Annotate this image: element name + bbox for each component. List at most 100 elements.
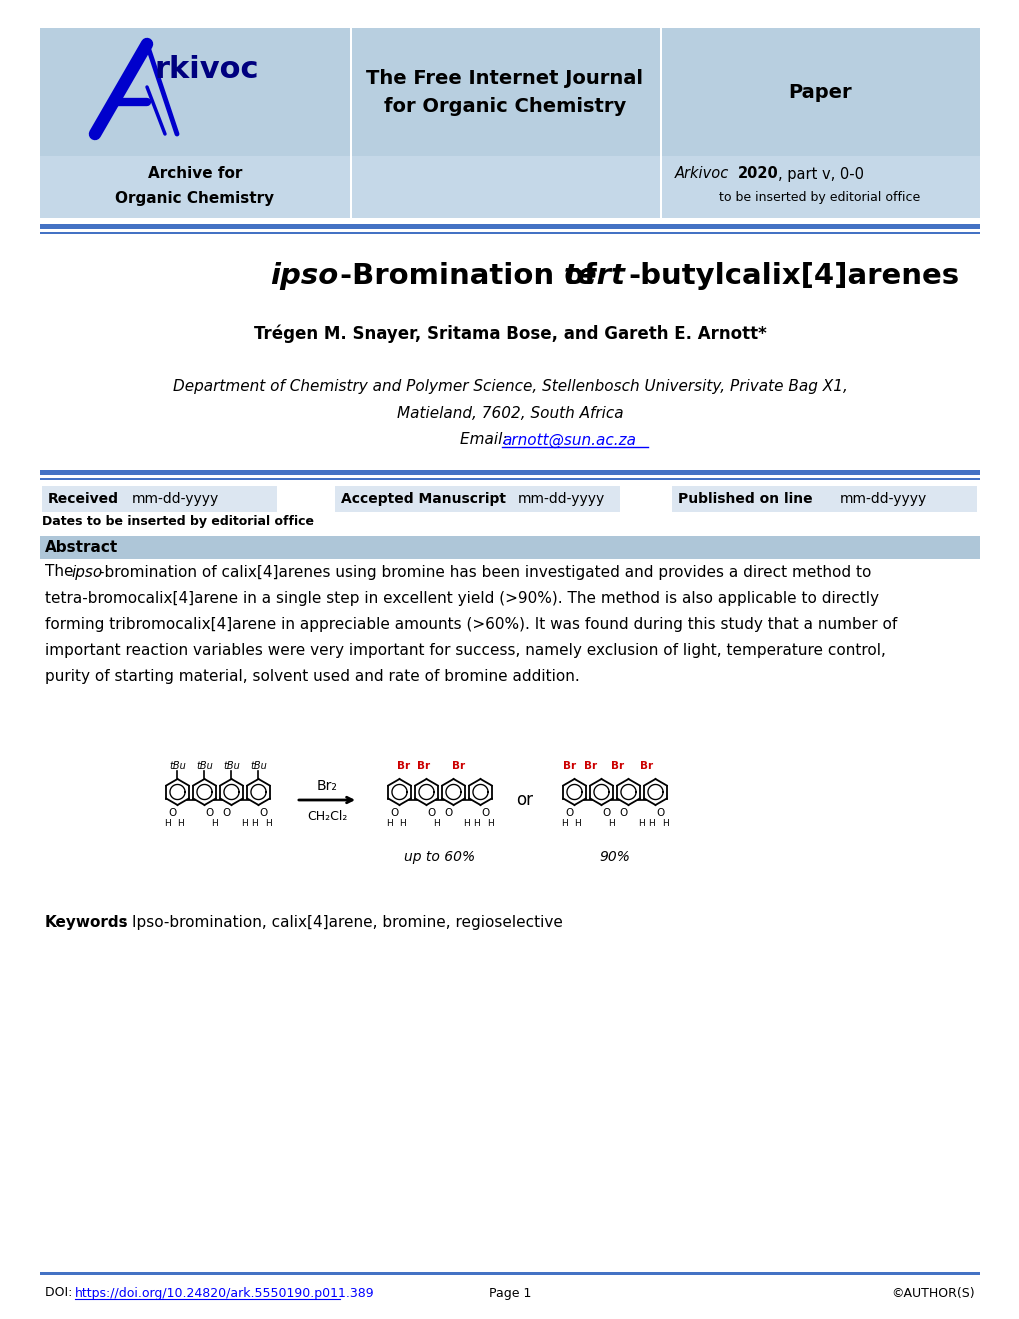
Text: tBu: tBu [223,761,239,772]
Text: O: O [259,809,267,818]
Bar [659,28,661,156]
Text: Keywords: Keywords [45,914,128,930]
Text: tBu: tBu [196,761,213,772]
Text: Page 1: Page 1 [488,1286,531,1299]
Text: Dates to be inserted by editorial office: Dates to be inserted by editorial office [42,516,314,529]
Text: Published on line: Published on line [678,492,812,506]
Bar [40,224,979,230]
Text: , part v, 0-0: , part v, 0-0 [777,166,863,182]
Text: tBu: tBu [169,761,185,772]
Text: Br: Br [451,761,465,772]
Bar [350,156,352,218]
Text: O: O [205,809,213,818]
Text: Br₂: Br₂ [316,780,337,793]
Bar [659,156,661,218]
Text: tert: tert [564,262,626,290]
Bar [40,477,979,480]
Text: O: O [565,809,573,818]
Text: Accepted Manuscript: Accepted Manuscript [340,492,505,506]
Text: mm-dd-yyyy: mm-dd-yyyy [518,492,604,506]
Text: Received: Received [48,492,119,506]
Text: Department of Chemistry and Polymer Science, Stellenbosch University, Private Ba: Department of Chemistry and Polymer Scie… [172,379,847,393]
Text: H: H [463,819,470,828]
Text: H: H [473,819,479,828]
Text: H: H [638,819,644,828]
Text: rkivoc: rkivoc [155,55,259,84]
Text: O: O [390,809,398,818]
Text: H: H [560,819,568,828]
Text: tBu: tBu [250,761,267,772]
Text: H: H [647,819,654,828]
Text: -Bromination of: -Bromination of [339,262,606,290]
Text: -bromination of calix[4]arenes using bromine has been investigated and provides : -bromination of calix[4]arenes using bro… [99,565,870,579]
Text: or: or [516,791,533,809]
Text: O: O [168,809,176,818]
Text: H: H [398,819,406,828]
Text: tetra-bromocalix[4]arene in a single step in excellent yield (>90%). The method : tetra-bromocalix[4]arene in a single ste… [45,591,878,605]
Text: CH₂Cl₂: CH₂Cl₂ [307,810,346,823]
Text: H: H [433,819,439,828]
Text: arnott@sun.ac.za: arnott@sun.ac.za [501,433,636,447]
Text: for Organic Chemistry: for Organic Chemistry [383,96,626,116]
Text: O: O [444,809,452,818]
Text: ipso: ipso [71,565,102,579]
Text: H: H [574,819,580,828]
Text: H: H [265,819,272,828]
Text: The Free Internet Journal: The Free Internet Journal [366,69,643,87]
Bar [672,485,976,512]
Bar [350,28,352,156]
Bar [40,232,979,233]
Text: Br: Br [583,761,596,772]
Text: H: H [177,819,183,828]
Text: H: H [251,819,258,828]
Text: mm-dd-yyyy: mm-dd-yyyy [131,492,219,506]
Text: -butylcalix[4]arenes: -butylcalix[4]arenes [628,262,958,290]
Text: 2020: 2020 [738,166,777,182]
Text: H: H [661,819,668,828]
Text: mm-dd-yyyy: mm-dd-yyyy [840,492,926,506]
Text: H: H [211,819,218,828]
Text: Matieland, 7602, South Africa: Matieland, 7602, South Africa [396,405,623,421]
Text: Trégen M. Snayer, Sritama Bose, and Gareth E. Arnott*: Trégen M. Snayer, Sritama Bose, and Gare… [254,324,765,343]
Bar [40,536,979,559]
Text: Br: Br [562,761,576,772]
Text: H: H [487,819,493,828]
Bar [42,485,277,512]
Text: ipso: ipso [269,262,337,290]
Text: up to 60%: up to 60% [405,849,475,864]
Bar [40,28,979,156]
Text: 90%: 90% [599,849,630,864]
Text: The: The [45,565,78,579]
Text: https://doi.org/10.24820/ark.5550190.p011.389: https://doi.org/10.24820/ark.5550190.p01… [75,1286,374,1299]
Text: Arkivoc: Arkivoc [675,166,729,182]
Text: ©AUTHOR(S): ©AUTHOR(S) [891,1286,974,1299]
Text: O: O [481,809,489,818]
Text: O: O [427,809,435,818]
Text: H: H [164,819,171,828]
Text: O: O [222,809,230,818]
Text: Abstract: Abstract [45,539,118,554]
Text: important reaction variables were very important for success, namely exclusion o: important reaction variables were very i… [45,642,886,657]
Text: H: H [386,819,392,828]
Text: Organic Chemistry: Organic Chemistry [115,190,274,206]
Text: purity of starting material, solvent used and rate of bromine addition.: purity of starting material, solvent use… [45,669,579,683]
Text: O: O [619,809,627,818]
Bar [40,1272,979,1275]
Text: H: H [240,819,248,828]
Text: DOI:: DOI: [45,1286,76,1299]
Text: to be inserted by editorial office: to be inserted by editorial office [718,191,920,204]
Bar [40,470,979,475]
Text: H: H [607,819,614,828]
Text: Br: Br [396,761,410,772]
Bar [40,156,979,218]
Text: Br: Br [417,761,430,772]
Text: O: O [656,809,664,818]
Text: O: O [602,809,610,818]
Text: : Ipso-bromination, calix[4]arene, bromine, regioselective: : Ipso-bromination, calix[4]arene, bromi… [122,914,562,930]
Text: Paper: Paper [788,83,851,102]
Text: Br: Br [639,761,652,772]
Text: Archive for: Archive for [148,166,242,182]
Text: forming tribromocalix[4]arene in appreciable amounts (>60%). It was found during: forming tribromocalix[4]arene in appreci… [45,616,897,632]
Text: Email:: Email: [460,433,512,447]
Bar [334,485,620,512]
